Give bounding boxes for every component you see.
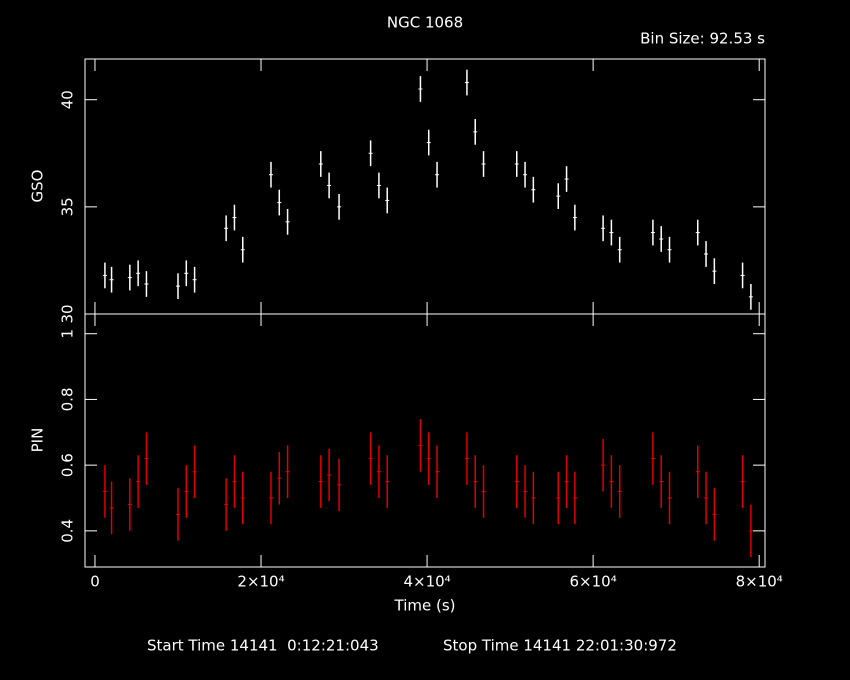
x-tick-label: 4×10⁴ [403,573,450,591]
y-axis-label: GSO [29,170,47,203]
y-tick-label: 40 [59,90,77,109]
x-tick-label: 0 [90,573,100,591]
x-tick-label: 6×10⁴ [570,573,617,591]
y-tick-label: 1 [59,329,77,339]
start-time: Start Time 14141 0:12:21:043 [147,637,379,655]
chart-title: NGC 1068 [387,14,463,32]
y-tick-label: 0.4 [59,519,77,543]
bin-size: Bin Size: 92.53 s [640,30,765,48]
y-axis-label: PIN [29,428,47,453]
x-tick-label: 8×10⁴ [736,573,783,591]
stop-time: Stop Time 14141 22:01:30:972 [443,637,677,655]
y-tick-label: 30 [59,304,77,323]
plot-frame [84,313,766,568]
x-tick-label: 2×10⁴ [237,573,284,591]
x-axis-label: Time (s) [394,597,456,615]
y-tick-label: 0.8 [59,387,77,411]
y-tick-label: 35 [59,197,77,216]
y-tick-label: 0.6 [59,453,77,477]
